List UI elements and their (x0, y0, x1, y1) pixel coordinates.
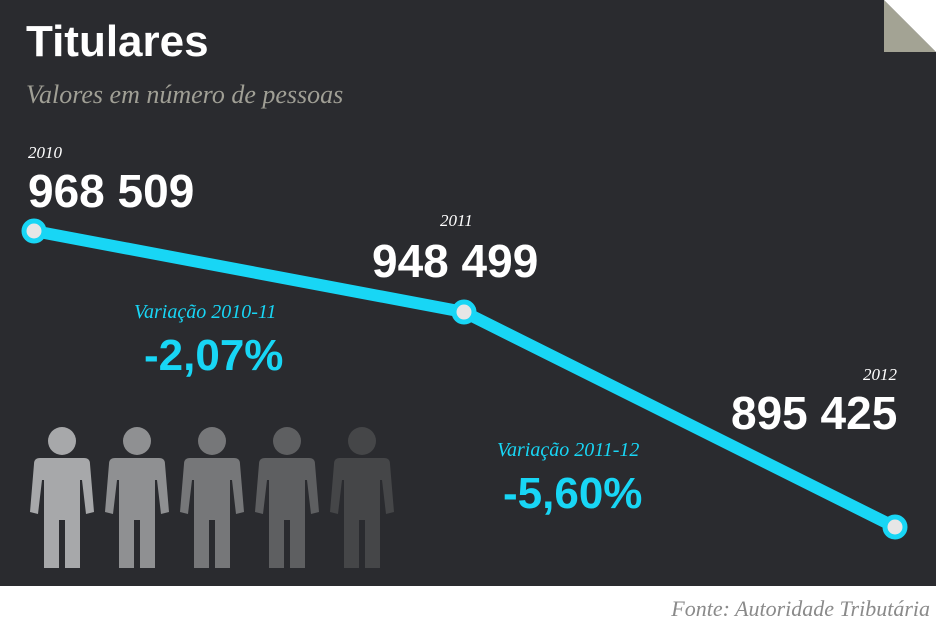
data-label-2011: 948 499 (372, 235, 539, 287)
people-group (30, 427, 394, 568)
person-icon (105, 427, 169, 568)
chart-title: Titulares (26, 17, 209, 66)
data-label-2010: 968 509 (28, 165, 195, 217)
variation-label-2011-12: Variação 2011-12 (497, 439, 640, 461)
chart-subtitle: Valores em número de pessoas (26, 80, 344, 109)
points-group (21, 218, 908, 540)
variation-label-2010-11: Variação 2010-11 (134, 301, 277, 323)
data-point-2010 (21, 218, 47, 244)
line-chart (21, 0, 936, 568)
variation-value-2011-12: -5,60% (503, 469, 643, 518)
person-icon (30, 427, 94, 568)
variation-value-2010-11: -2,07% (144, 331, 284, 380)
data-label-2012: 895 425 (731, 387, 898, 439)
person-icon (255, 427, 319, 568)
person-icon (330, 427, 394, 568)
year-label-2010: 2010 (28, 143, 62, 162)
source-note: Fonte: Autoridade Tributária (671, 596, 930, 621)
page-fold-shadow (884, 0, 936, 52)
year-label-2012: 2012 (863, 365, 897, 384)
year-label-2011: 2011 (440, 211, 473, 230)
infographic-panel: Titulares Valores em número de pessoas 2… (0, 0, 936, 586)
person-icon (180, 427, 244, 568)
data-point-2012 (882, 514, 908, 540)
data-point-2011 (451, 299, 477, 325)
